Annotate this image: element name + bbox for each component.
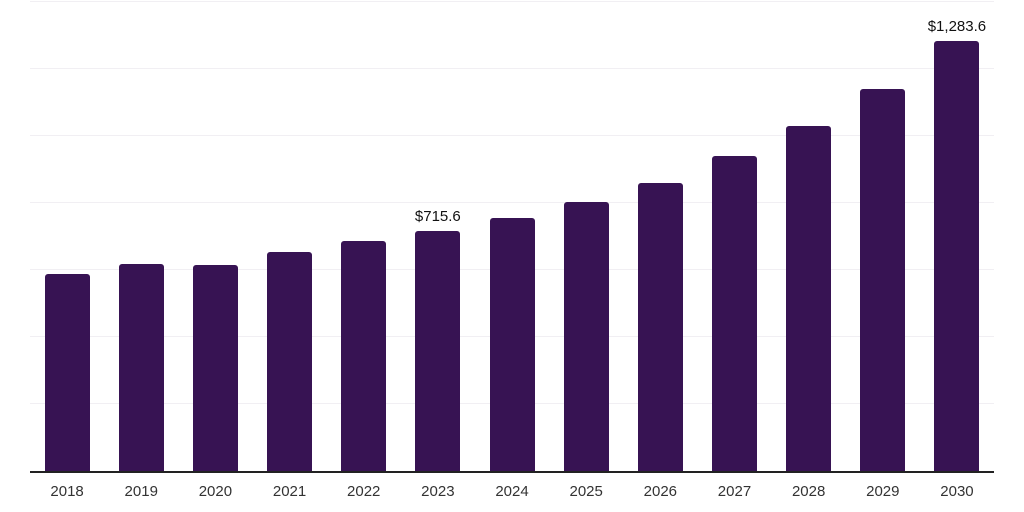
x-tick-2020: 2020 (198, 483, 233, 500)
x-tick-2026: 2026 (643, 483, 678, 500)
bar-2025 (563, 202, 609, 471)
x-tick-2024: 2024 (495, 483, 529, 500)
data-label-2023: $715.6 (414, 208, 461, 226)
bar-2030 (934, 41, 980, 471)
x-tick-2030: 2030 (940, 483, 974, 500)
x-tick-2019: 2019 (124, 483, 158, 500)
x-axis-labels: 2018 2019 2020 2021 2022 2023 2024 2025 2026 2027… (30, 483, 994, 500)
plot-area: $715.6 $1,283.6 (30, 1, 994, 473)
x-tick-2028: 2028 (791, 483, 826, 500)
bar-2018 (44, 274, 90, 471)
bar-2021 (267, 252, 313, 471)
bar-2027 (711, 155, 757, 471)
gridline-1400 (30, 1, 994, 2)
x-tick-2025: 2025 (569, 483, 603, 500)
x-tick-2021: 2021 (272, 483, 307, 500)
bar-2028 (786, 126, 832, 471)
gridline-1000 (30, 135, 994, 136)
bar-2026 (637, 183, 683, 471)
gridline-1200 (30, 68, 994, 69)
bar-2020 (192, 264, 238, 471)
x-tick-2018: 2018 (50, 483, 84, 500)
bar-2024 (489, 218, 535, 471)
x-tick-2027: 2027 (717, 483, 752, 500)
data-label-2030: $1,283.6 (927, 18, 987, 35)
bar-2022 (341, 240, 387, 471)
bar-2023 (415, 231, 461, 471)
x-tick-2023: 2023 (421, 483, 455, 500)
bar-2019 (118, 263, 164, 471)
bar-2029 (860, 89, 906, 471)
x-tick-2029: 2029 (866, 483, 900, 500)
x-tick-2022: 2022 (347, 483, 381, 500)
gridline-800 (30, 202, 994, 203)
